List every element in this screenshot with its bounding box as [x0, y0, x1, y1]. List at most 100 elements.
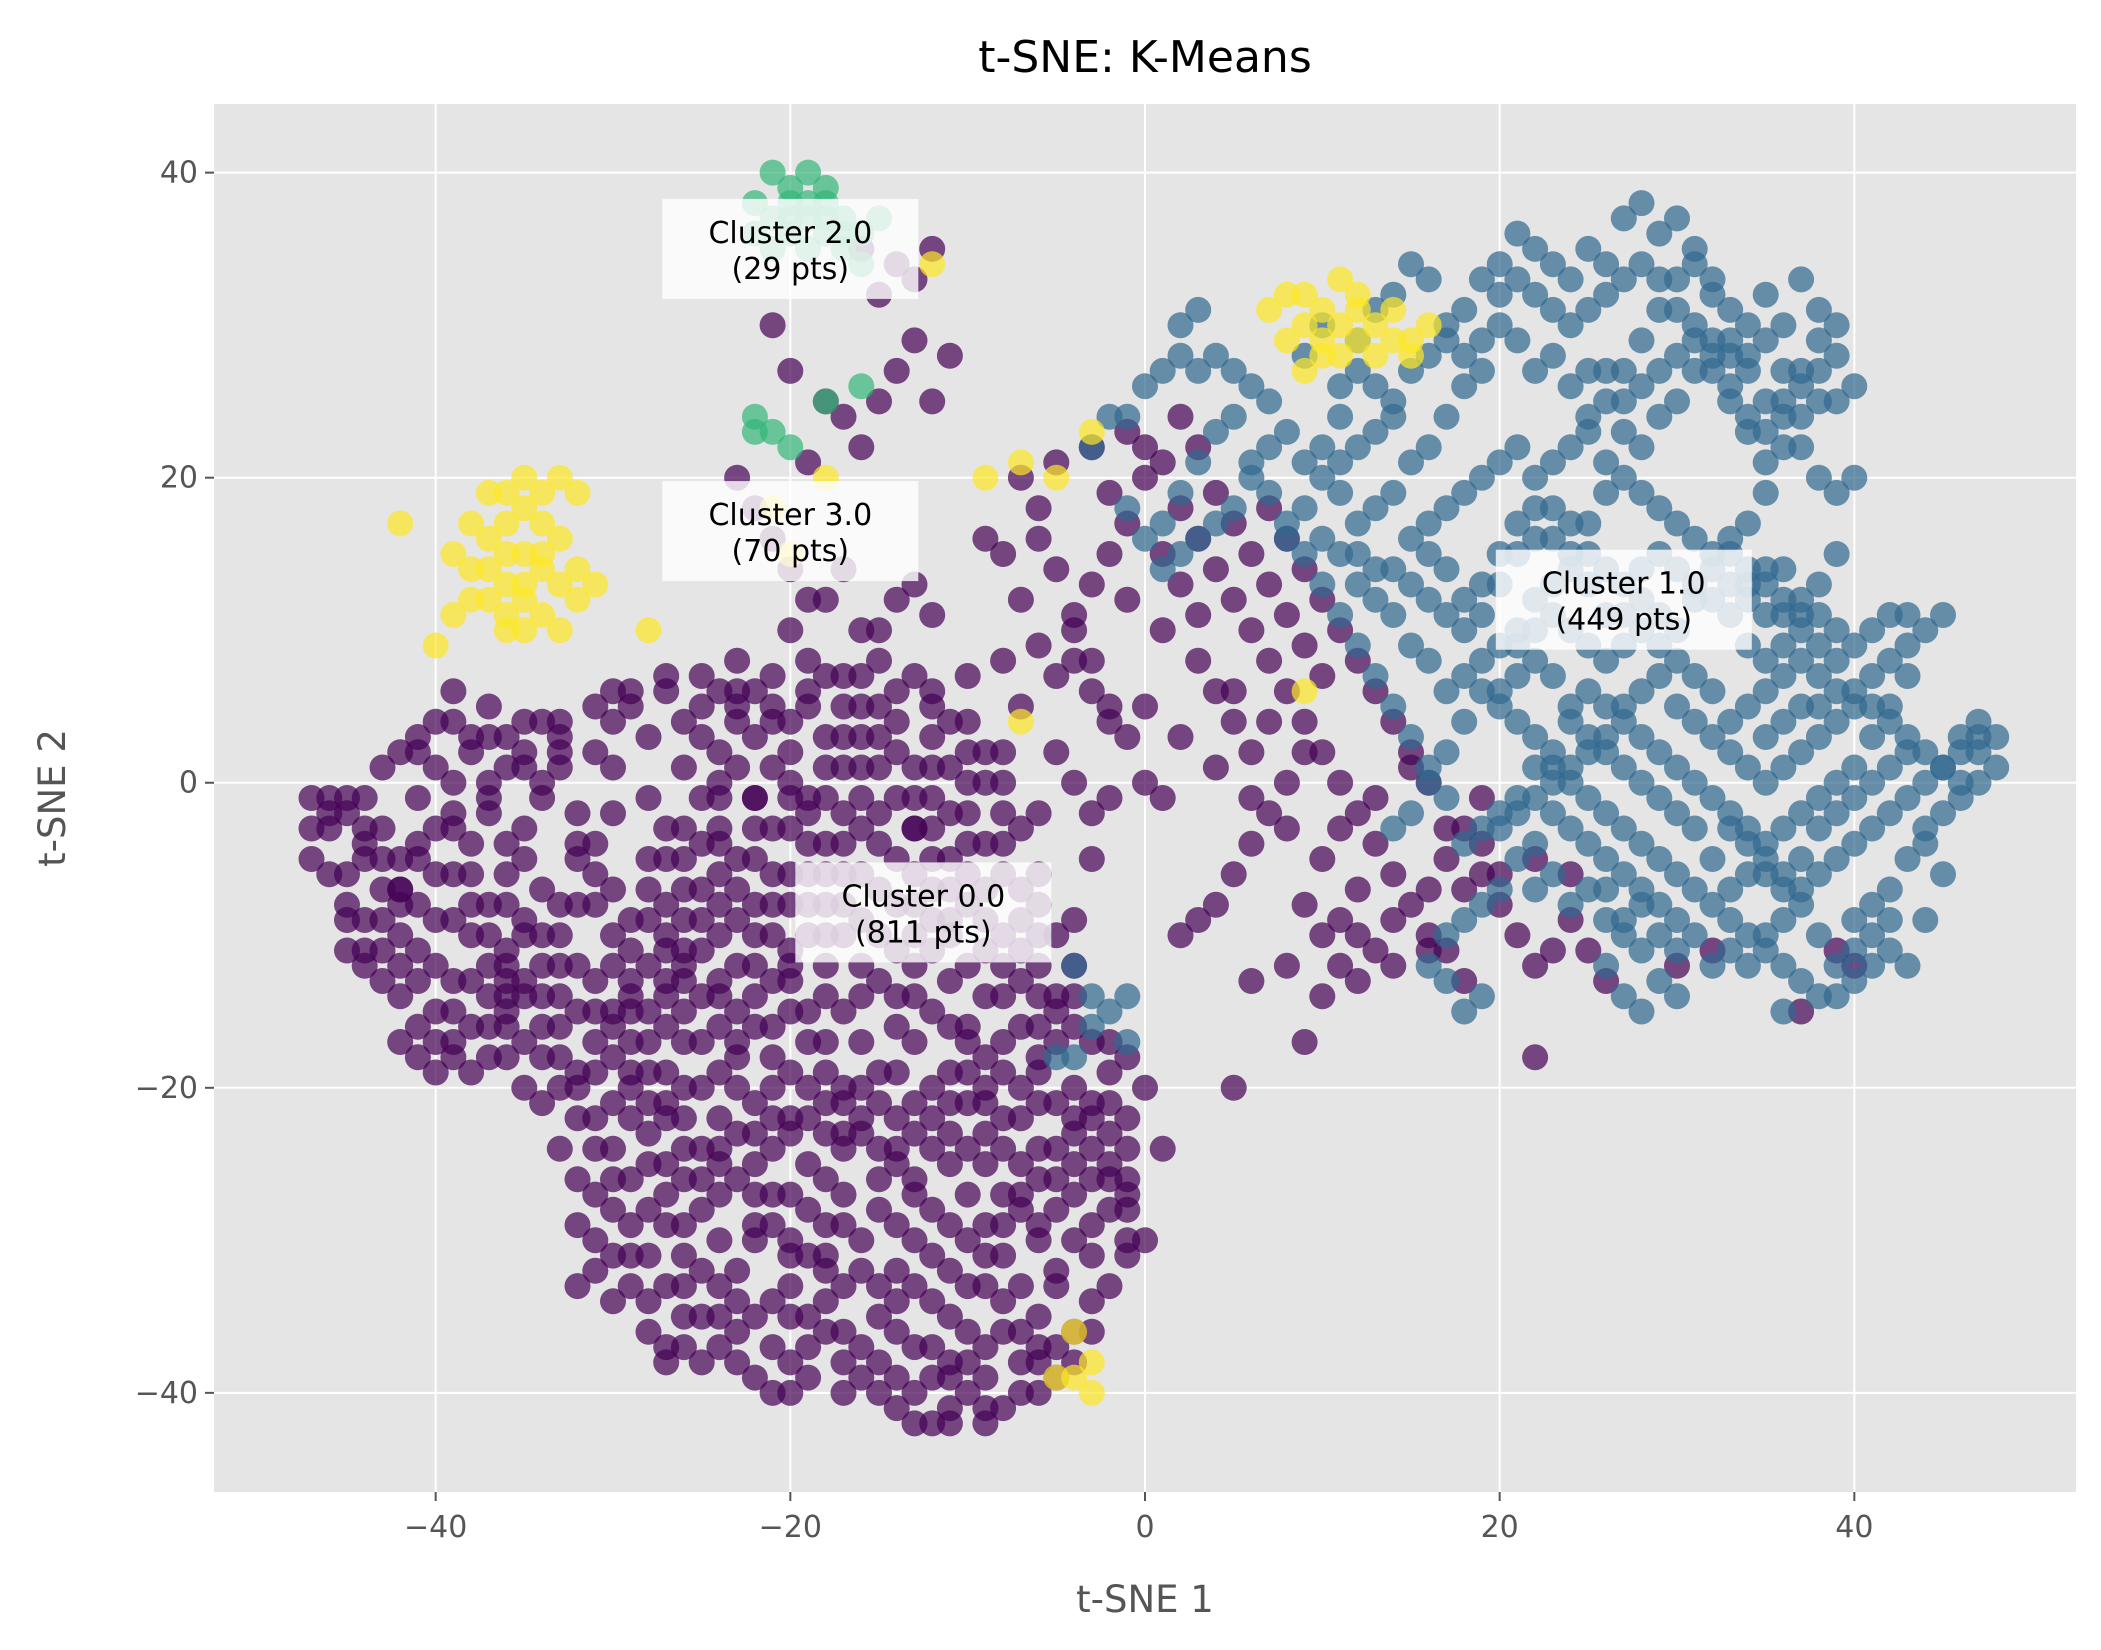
data-point — [1876, 876, 1903, 903]
data-point — [830, 724, 857, 750]
data-point — [600, 1288, 626, 1315]
data-point — [458, 724, 485, 750]
data-point — [1078, 1379, 1105, 1406]
data-point — [919, 602, 946, 628]
data-point — [1539, 663, 1566, 689]
data-point — [795, 586, 822, 613]
data-point — [653, 891, 680, 918]
data-point — [936, 342, 963, 369]
data-point — [830, 1181, 857, 1208]
data-point — [1646, 922, 1673, 949]
data-point — [1681, 769, 1708, 796]
data-point — [670, 998, 697, 1025]
data-point — [670, 1242, 697, 1269]
data-point — [1628, 251, 1655, 278]
data-point — [1628, 937, 1655, 964]
data-point — [1681, 922, 1708, 949]
data-point — [1096, 1120, 1123, 1147]
data-point — [777, 1242, 804, 1269]
data-point — [1628, 434, 1655, 461]
data-point — [1185, 602, 1212, 628]
data-point — [1415, 434, 1442, 461]
data-point — [1433, 602, 1460, 628]
data-point — [972, 464, 999, 491]
annotation-line1: Cluster 1.0 — [1542, 567, 1706, 602]
data-point — [1078, 1212, 1105, 1239]
data-point — [1238, 449, 1265, 476]
data-point — [1593, 647, 1620, 674]
annotation-line2: (70 pts) — [732, 534, 850, 569]
data-point — [1557, 693, 1584, 720]
data-point — [1114, 983, 1141, 1010]
data-point — [1752, 678, 1779, 705]
data-point — [1096, 708, 1123, 735]
data-point — [795, 1074, 822, 1101]
data-point — [1912, 830, 1939, 857]
data-point — [546, 464, 573, 491]
data-point — [582, 1105, 609, 1132]
data-point — [919, 251, 946, 278]
data-point — [653, 1105, 680, 1132]
data-point — [936, 1257, 963, 1284]
data-point — [670, 708, 697, 735]
data-point — [458, 830, 485, 857]
data-point — [1752, 922, 1779, 949]
data-point — [582, 739, 609, 766]
data-point — [387, 952, 414, 979]
data-point — [706, 1059, 733, 1086]
data-point — [972, 1334, 999, 1361]
data-point — [1770, 312, 1797, 339]
data-point — [334, 937, 360, 964]
data-point — [298, 846, 325, 872]
data-point — [404, 846, 431, 872]
data-point — [919, 1196, 946, 1223]
data-point — [741, 1090, 768, 1117]
data-point — [866, 647, 892, 674]
data-point — [1539, 495, 1566, 522]
data-point — [741, 1212, 768, 1239]
data-point — [724, 1044, 751, 1071]
data-point — [635, 1242, 662, 1269]
data-point — [1752, 861, 1779, 888]
data-point — [1291, 357, 1318, 384]
data-point — [1539, 769, 1566, 796]
data-point — [1770, 907, 1797, 933]
data-point — [1646, 891, 1673, 918]
data-point — [316, 785, 343, 811]
data-point — [866, 1196, 892, 1223]
data-point — [1025, 1379, 1052, 1406]
data-point — [1149, 1135, 1176, 1162]
data-point — [688, 1349, 715, 1376]
data-point — [1096, 1196, 1123, 1223]
data-point — [1256, 479, 1283, 506]
data-point — [1823, 388, 1850, 415]
data-point — [1468, 327, 1495, 354]
data-point — [1078, 418, 1105, 445]
y-tick-label: −40 — [135, 1376, 198, 1411]
data-point — [1841, 373, 1868, 400]
data-point — [582, 968, 609, 994]
data-point — [866, 1303, 892, 1330]
data-point — [316, 861, 343, 888]
data-point — [404, 937, 431, 964]
data-point — [511, 983, 538, 1010]
data-point — [1610, 922, 1637, 949]
data-point — [724, 846, 751, 872]
data-point — [1451, 296, 1478, 323]
data-point — [404, 739, 431, 766]
data-point — [936, 800, 963, 827]
data-point — [1185, 647, 1212, 674]
data-point — [1522, 876, 1549, 903]
data-point — [1025, 1303, 1052, 1330]
data-point — [1575, 937, 1602, 964]
data-point — [1114, 1196, 1141, 1223]
data-point — [777, 357, 804, 384]
data-point — [990, 983, 1017, 1010]
data-point — [1859, 815, 1886, 842]
data-point — [759, 1334, 786, 1361]
data-point — [759, 754, 786, 781]
data-point — [1504, 663, 1531, 689]
data-point — [1451, 586, 1478, 613]
data-point — [1149, 510, 1176, 537]
data-point — [919, 1364, 946, 1391]
